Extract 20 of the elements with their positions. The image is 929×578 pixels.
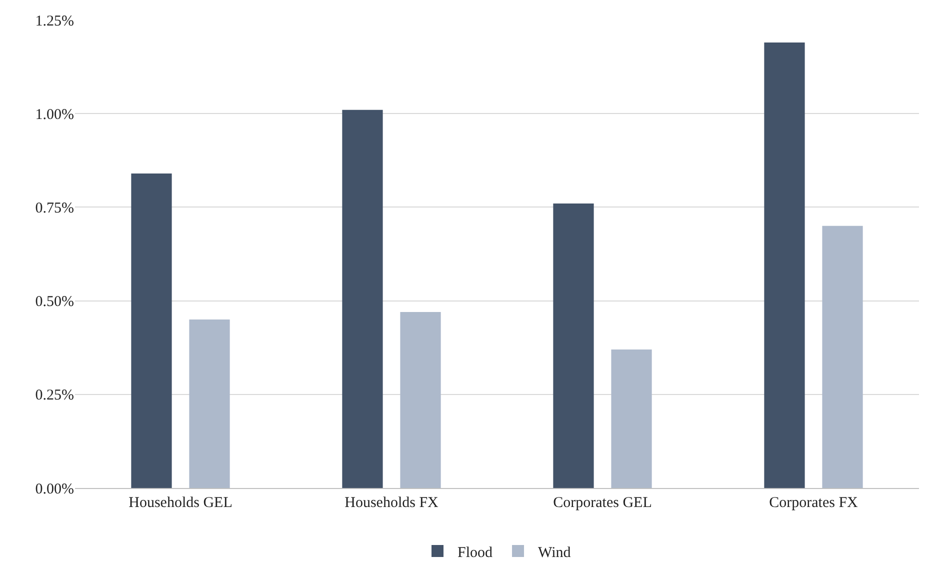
y-tick-label: 0.50% xyxy=(35,294,74,310)
y-tick-label: 0.75% xyxy=(35,200,74,216)
bar xyxy=(764,42,805,488)
y-tick-label: 1.00% xyxy=(35,106,74,123)
x-tick-label: Households GEL xyxy=(128,495,232,511)
bar xyxy=(553,203,594,488)
y-tick-label: 0.25% xyxy=(35,388,74,404)
y-tick-label: 1.25% xyxy=(35,13,74,30)
x-tick-label: Corporates FX xyxy=(769,495,858,511)
legend-label: Flood xyxy=(458,544,494,561)
bar xyxy=(400,312,441,488)
y-tick-label: 0.00% xyxy=(35,481,74,498)
x-tick-label: Households FX xyxy=(344,495,439,511)
bar xyxy=(131,174,172,488)
legend-label: Wind xyxy=(538,544,572,561)
bar xyxy=(822,226,863,488)
x-tick-label: Corporates GEL xyxy=(553,495,652,511)
bar xyxy=(611,349,652,488)
bar xyxy=(342,110,383,488)
bar xyxy=(189,320,230,488)
